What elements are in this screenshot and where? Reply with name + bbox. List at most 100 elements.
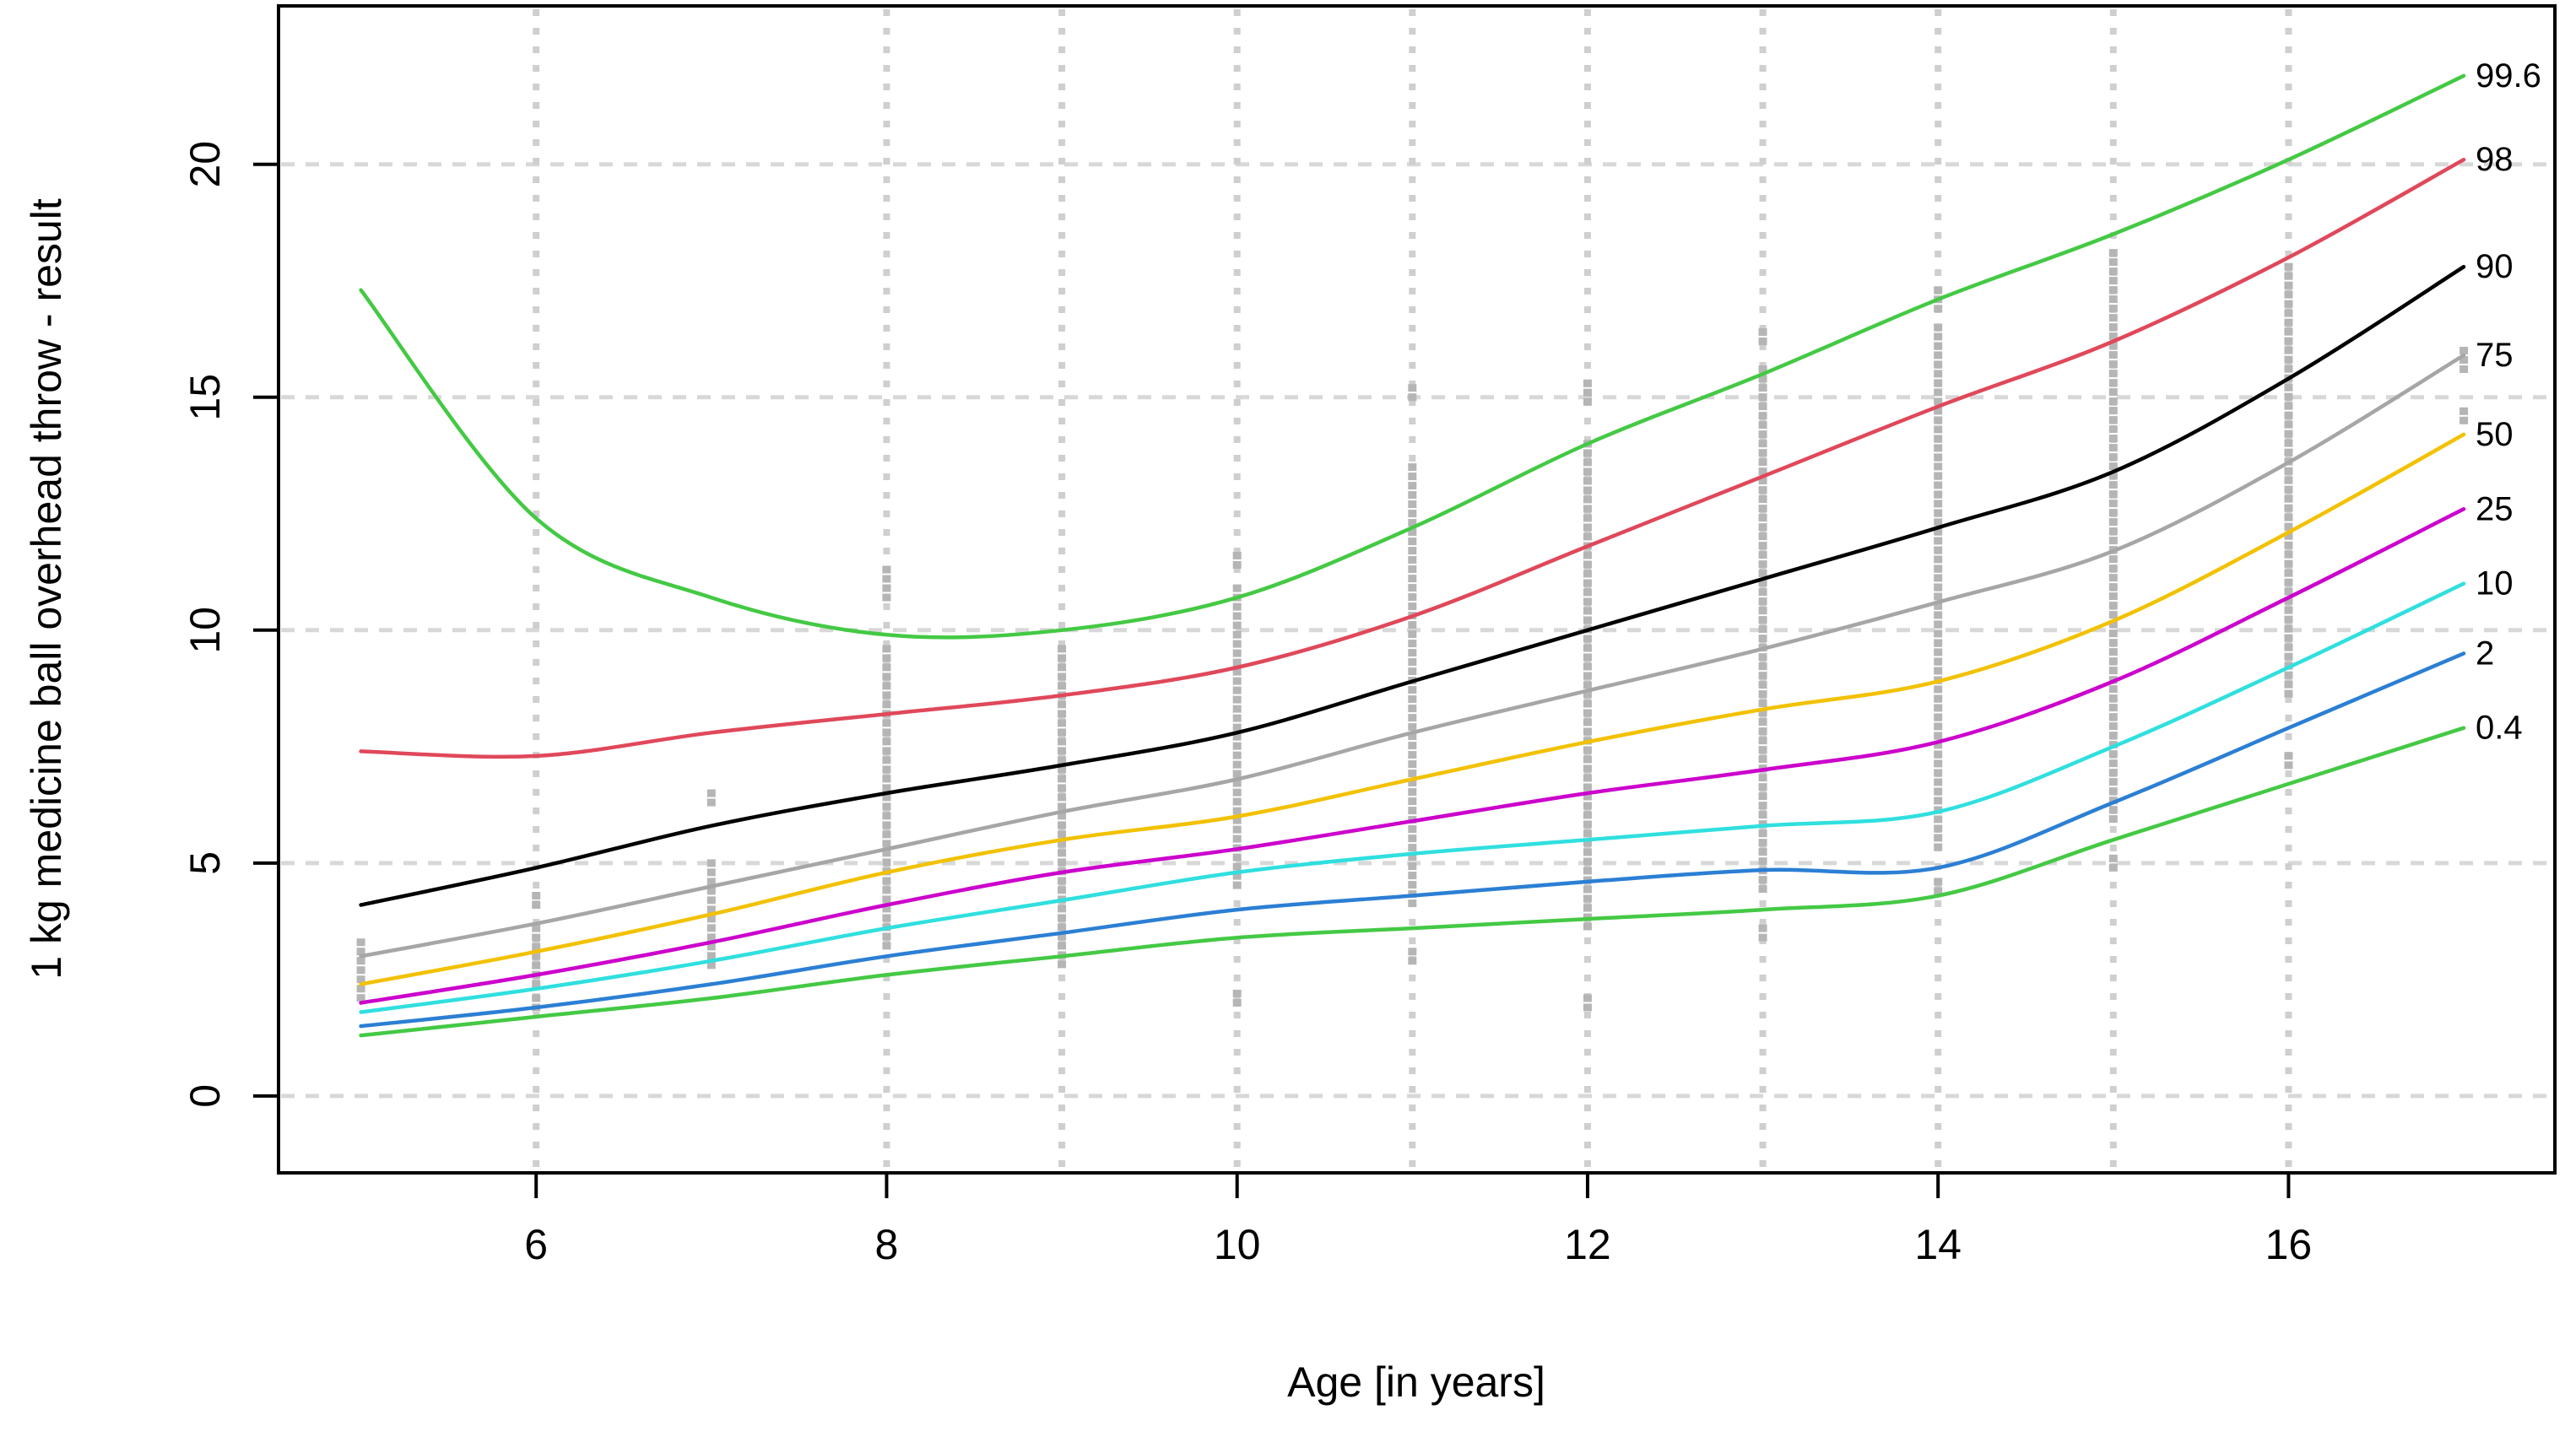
scatter-point [882, 672, 891, 681]
scatter-point [2108, 332, 2118, 341]
scatter-point [1058, 812, 1067, 820]
scatter-point [1758, 681, 1767, 689]
scatter-point [1232, 630, 1242, 639]
scatter-point [2284, 337, 2293, 345]
scatter-point [2284, 624, 2293, 633]
scatter-point [2284, 671, 2293, 679]
scatter-point [1583, 792, 1592, 801]
scatter-point [2108, 444, 2118, 452]
scatter-point [706, 789, 716, 797]
scatter-point [1583, 690, 1592, 699]
percentile-label-75: 75 [2476, 337, 2514, 374]
scatter-point [1408, 760, 1417, 769]
scatter-point [1758, 802, 1767, 810]
scatter-point [2108, 667, 2118, 675]
scatter-point [882, 840, 891, 848]
scatter-point [1232, 705, 1242, 713]
scatter-point [2108, 453, 2118, 462]
scatter-point [1583, 579, 1592, 587]
scatter-point [1583, 495, 1592, 504]
scatter-point [1232, 612, 1242, 620]
scatter-point [1232, 695, 1242, 704]
scatter-point [2460, 356, 2469, 365]
scatter-point [1934, 397, 1943, 406]
scatter-point [1583, 597, 1592, 606]
scatter-point [1934, 769, 1943, 777]
scatter-point [1232, 584, 1242, 592]
scatter-point [2284, 467, 2293, 475]
percentile-line-25 [359, 507, 2466, 1005]
scatter-point [2108, 722, 2118, 731]
scatter-point [1758, 839, 1767, 847]
scatter-point [1232, 816, 1242, 824]
x-tick-label-16: 16 [2265, 1221, 2313, 1268]
scatter-point [1232, 714, 1242, 722]
scatter-point [1583, 885, 1592, 894]
scatter-point [1758, 783, 1767, 791]
scatter-point [1232, 881, 1242, 889]
scatter-point [2108, 425, 2118, 434]
scatter-point [706, 905, 716, 914]
scatter-point [532, 943, 541, 951]
scatter-point [882, 691, 891, 699]
percentile-line-90 [359, 264, 2466, 907]
scatter-point [1408, 862, 1417, 871]
scatter-point [2108, 360, 2118, 369]
scatter-point [706, 798, 716, 807]
scatter-point [1583, 486, 1592, 494]
scatter-point [1758, 430, 1767, 439]
x-tick-label-6: 6 [524, 1221, 548, 1268]
scatter-strip-age-17 [2460, 347, 2469, 424]
scatter-point [1583, 635, 1592, 643]
percentile-line-98 [359, 157, 2466, 759]
scatter-point [1934, 732, 1943, 740]
scatter-point [1232, 686, 1242, 694]
scatter-point [1408, 463, 1417, 472]
scatter-point [2108, 704, 2118, 712]
scatter-point [2108, 351, 2118, 359]
scatter-point [2108, 778, 2118, 786]
scatter-point [1934, 342, 1943, 350]
percentile-label-2: 2 [2476, 635, 2494, 672]
scatter-point [1408, 491, 1417, 500]
scatter-point [882, 682, 891, 690]
scatter-point [706, 896, 716, 905]
scatter-point [1758, 588, 1767, 597]
scatter-point [1758, 690, 1767, 699]
scatter-point [1058, 654, 1067, 662]
scatter-point [1934, 490, 1943, 499]
scatter-point [1232, 835, 1242, 843]
scatter-point [1758, 597, 1767, 606]
scatter-point [2108, 462, 2118, 471]
scatter-point [2284, 439, 2293, 447]
scatter-point [1058, 719, 1067, 727]
scatter-point [1758, 709, 1767, 717]
scatter-point [1934, 843, 1943, 851]
scatter-point [1934, 518, 1943, 527]
scatter-point [706, 924, 716, 932]
scatter-point [1758, 327, 1767, 336]
scatter-point [882, 821, 891, 829]
scatter-point [1408, 473, 1417, 481]
scatter-point [1232, 649, 1242, 657]
scatter-point [706, 887, 716, 895]
y-tick-label-0: 0 [181, 1084, 229, 1108]
scatter-point [356, 948, 365, 956]
scatter-point [2284, 300, 2293, 308]
scatter-point [1583, 699, 1592, 708]
scatter-point [1408, 872, 1417, 880]
scatter-point [706, 859, 716, 867]
scatter-point [1934, 583, 1943, 591]
scatter-point [1232, 621, 1242, 629]
scatter-point [1758, 811, 1767, 819]
scatter-point [2284, 262, 2293, 271]
percentile-line-0.4 [359, 726, 2466, 1038]
scatter-point [2108, 759, 2118, 768]
scatter-point [2108, 267, 2118, 276]
scatter-point [2108, 815, 2118, 824]
y-tick-label-20: 20 [181, 141, 229, 188]
scatter-point [1583, 811, 1592, 819]
scatter-point [1408, 537, 1417, 546]
scatter-point [1232, 825, 1242, 834]
